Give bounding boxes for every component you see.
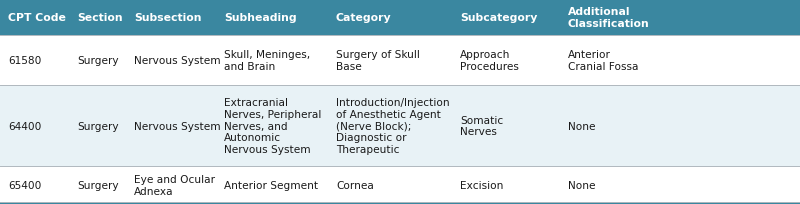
Text: Skull, Meninges,
and Brain: Skull, Meninges, and Brain [224,50,310,71]
Text: CPT Code: CPT Code [8,13,66,23]
Text: Additional
Classification: Additional Classification [568,7,650,29]
Bar [0,86,800,166]
Text: Section: Section [78,13,123,23]
Text: Surgery: Surgery [78,56,119,66]
Bar [0,202,800,204]
Text: Cornea: Cornea [336,180,374,190]
Text: Surgery: Surgery [78,180,119,190]
Text: 65400: 65400 [8,180,42,190]
Bar [0,36,800,86]
Text: Extracranial
Nerves, Peripheral
Nerves, and
Autonomic
Nervous System: Extracranial Nerves, Peripheral Nerves, … [224,98,322,154]
Text: Category: Category [336,13,392,23]
Text: Nervous System: Nervous System [134,56,221,66]
Text: Anterior Segment: Anterior Segment [224,180,318,190]
Text: Excision: Excision [460,180,503,190]
Text: Eye and Ocular
Adnexa: Eye and Ocular Adnexa [134,174,215,196]
Text: None: None [568,180,595,190]
Text: Approach
Procedures: Approach Procedures [460,50,519,71]
Text: Subcategory: Subcategory [460,13,538,23]
Text: Surgery: Surgery [78,121,119,131]
Text: Subsection: Subsection [134,13,202,23]
Text: Somatic
Nerves: Somatic Nerves [460,115,503,137]
Text: Subheading: Subheading [224,13,297,23]
Text: 64400: 64400 [8,121,42,131]
Text: None: None [568,121,595,131]
Bar [0,166,800,204]
Text: Anterior
Cranial Fossa: Anterior Cranial Fossa [568,50,638,71]
Text: Nervous System: Nervous System [134,121,221,131]
Text: Surgery of Skull
Base: Surgery of Skull Base [336,50,420,71]
Text: Introduction/Injection
of Anesthetic Agent
(Nerve Block);
Diagnostic or
Therapeu: Introduction/Injection of Anesthetic Age… [336,98,450,154]
Bar [0,0,800,36]
Text: 61580: 61580 [8,56,42,66]
